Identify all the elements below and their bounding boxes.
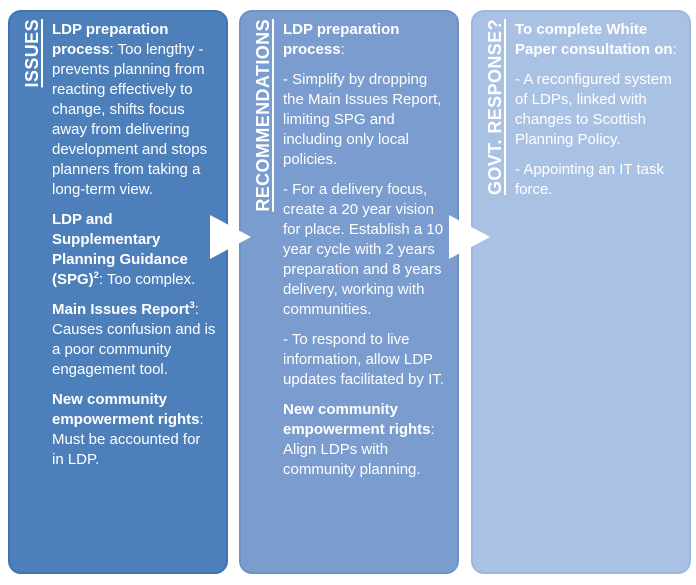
paragraph: - Appointing an IT task force. [515, 161, 664, 198]
paragraph: - For a delivery focus, create a 20 year… [283, 181, 444, 318]
panel-content: LDP preparation process: - Simplify by dr… [283, 20, 447, 480]
panel-govt-response: GOVT. RESPONSE? To complete White Paper … [471, 10, 691, 574]
paragraph: LDP and Supplementary Planning Guidance … [52, 211, 196, 288]
paragraph: To complete White Paper consultation on: [515, 21, 677, 58]
panel-recommendations-label: RECOMMENDATIONS [253, 19, 273, 212]
panel-content: LDP preparation process: Too lengthy - p… [52, 20, 216, 470]
paragraph: - A reconfigured system of LDPs, linked … [515, 71, 672, 148]
panel-govt-response-label: GOVT. RESPONSE? [485, 19, 505, 196]
right-arrow-recommendations-to-govt-response-icon [449, 215, 490, 259]
paragraph: - To respond to live information, allow … [283, 331, 444, 388]
paragraph: LDP preparation process: [283, 21, 400, 58]
panel-content: To complete White Paper consultation on:… [515, 20, 679, 200]
paragraph: LDP preparation process: Too lengthy - p… [52, 21, 208, 198]
panel-recommendations: RECOMMENDATIONS LDP preparation process:… [239, 10, 459, 574]
paragraph: New community empowerment rights: Align … [283, 401, 435, 478]
right-arrow-issues-to-recommendations-icon [210, 215, 251, 259]
panel-issues-label: ISSUES [22, 19, 42, 88]
panel-issues: ISSUES LDP preparation process: Too leng… [8, 10, 228, 574]
paragraph: - Simplify by dropping the Main Issues R… [283, 71, 442, 168]
paragraph: Main Issues Report3: Causes confusion an… [52, 300, 216, 378]
paragraph: New community empowerment rights: Must b… [52, 391, 204, 468]
